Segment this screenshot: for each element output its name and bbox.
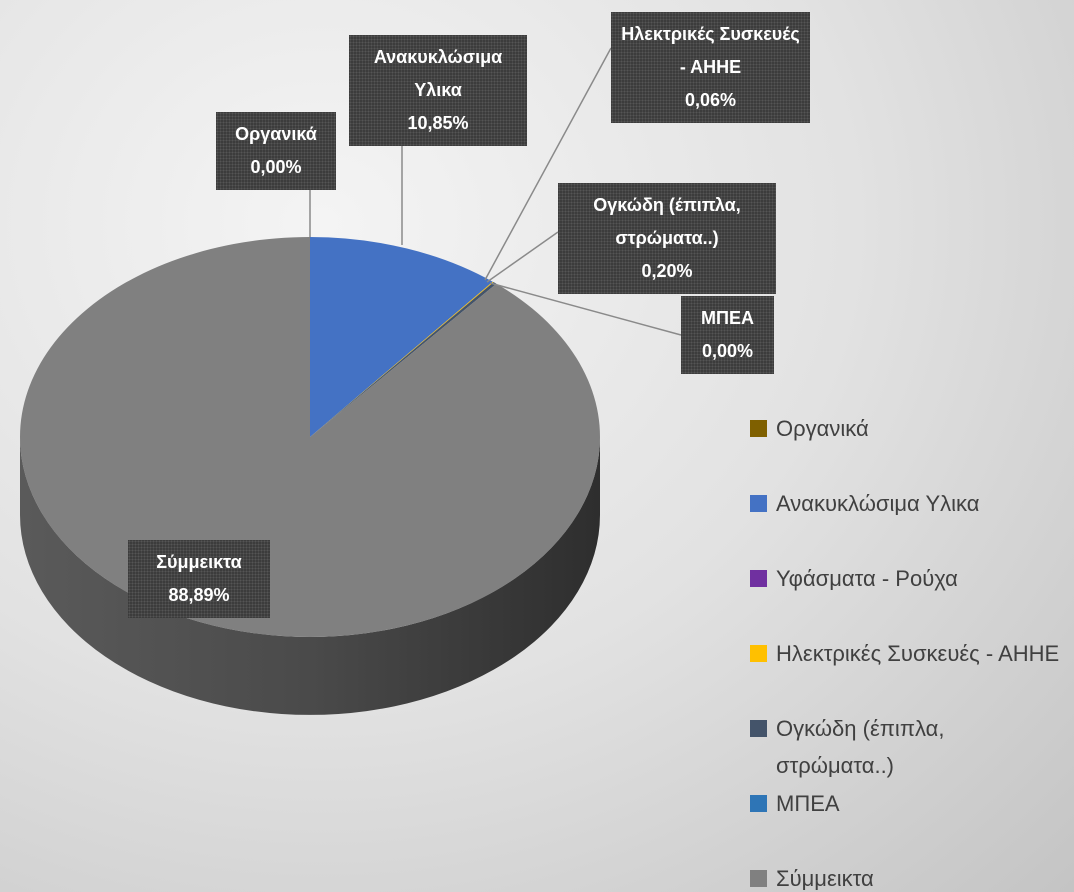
data-label-value: 88,89% [168,585,230,605]
legend-swatch [750,570,767,587]
data-label-value: 0,06% [684,90,737,110]
data-label-category: Ηλεκτρικές Συσκευές - ΑΗΗΕ [621,24,800,77]
data-label: Σύμμεικτα 88,89% [128,540,270,618]
legend-swatch [750,795,767,812]
legend-swatch [750,495,767,512]
legend-label: ΜΠΕΑ [776,791,840,816]
data-label-category: Ανακυκλώσιμα Υλικα [373,47,503,100]
leader-lines [309,47,682,336]
leader-line [486,231,559,283]
legend-item: Ηλεκτρικές Συσκευές - ΑΗΗΕ [750,635,1060,672]
legend-swatch [750,645,767,662]
legend-item: Υφάσματα - Ρούχα [750,560,1060,597]
legend-label: Σύμμεικτα [776,866,874,891]
leader-line [489,282,682,336]
legend-label: Ανακυκλώσιμα Υλικα [776,491,980,516]
data-label-category: Σύμμεικτα [156,552,242,572]
legend-item: Ογκώδη (έπιπλα, στρώματα..) [750,710,1060,784]
pie-slice [19,237,601,637]
legend-item: ΜΠΕΑ [750,785,1060,822]
legend-item: Σύμμεικτα [750,860,1060,892]
legend-item: Οργανικά [750,410,1060,447]
legend-label: Υφάσματα - Ρούχα [776,566,958,591]
data-label: ΜΠΕΑ 0,00% [681,296,774,374]
data-label: Ηλεκτρικές Συσκευές - ΑΗΗΕ 0,06% [611,12,810,123]
legend-item: Ανακυκλώσιμα Υλικα [750,485,1060,522]
data-label-value: 0,00% [250,157,302,177]
data-label-category: ΜΠΕΑ [701,308,754,328]
legend-swatch [750,720,767,737]
data-label-value: 0,20% [641,261,693,281]
data-label: Ογκώδη (έπιπλα, στρώματα..) 0,20% [558,183,776,294]
data-label-value: 0,00% [701,341,754,361]
leader-line [484,47,612,281]
data-label-category: Ογκώδη (έπιπλα, στρώματα..) [593,195,741,248]
pie-side [20,437,600,715]
data-label-value: 10,85% [407,113,469,133]
data-label: Ανακυκλώσιμα Υλικα 10,85% [349,35,527,146]
legend-label: Ηλεκτρικές Συσκευές - ΑΗΗΕ [776,641,1060,666]
data-label: Οργανικά 0,00% [216,112,336,190]
legend-label: Ογκώδη (έπιπλα, στρώματα..) [776,716,945,778]
pie-slice [310,282,497,437]
pie-slice [310,237,493,437]
legend-swatch [750,870,767,887]
data-label-category: Οργανικά [235,124,317,144]
legend-label: Οργανικά [776,416,869,441]
legend-swatch [750,420,767,437]
pie-slice [310,281,494,437]
